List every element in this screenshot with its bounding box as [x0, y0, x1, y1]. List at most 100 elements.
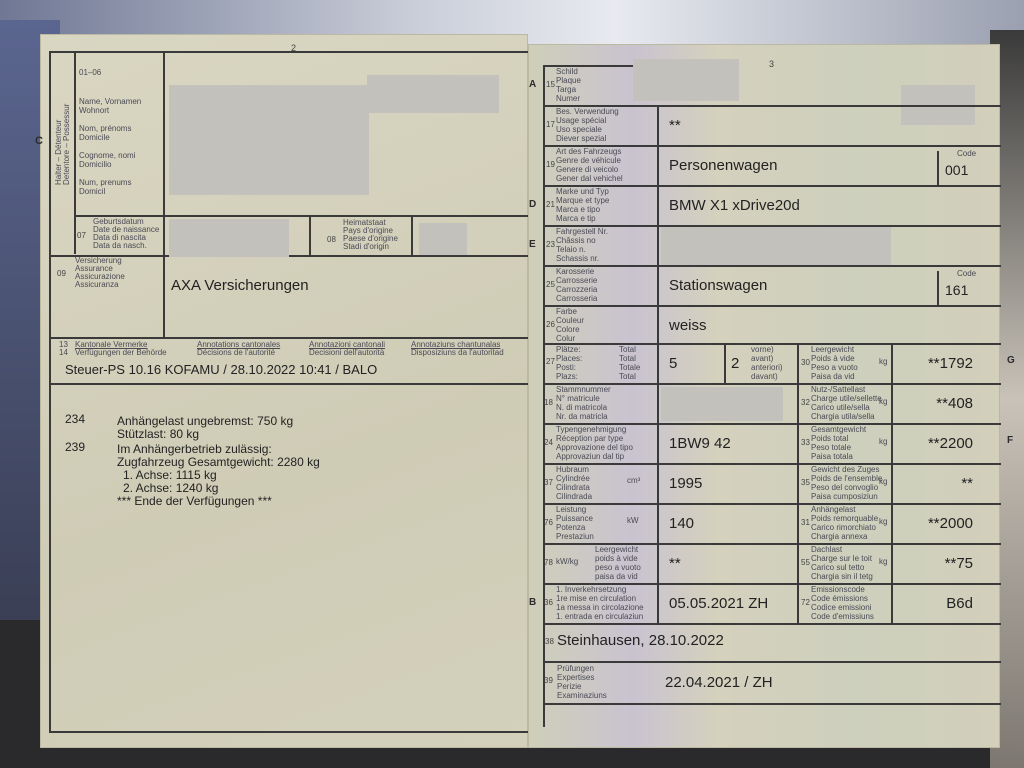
field-code: 18 — [544, 398, 553, 407]
field-code: 32 — [801, 398, 810, 407]
field-labels: Art des Fahrzeugs Genre de véhicule Genere… — [556, 147, 623, 183]
remark-234: Anhängelast ungebremst: 750 kg Stützlast:… — [117, 414, 294, 441]
section-letter: F — [1007, 435, 1014, 446]
redacted-name — [169, 85, 369, 195]
section-letter: E — [529, 239, 536, 250]
field-labels: Anhängelast Poids remorquable Carico rimor… — [811, 505, 879, 541]
field-code: 36 — [544, 598, 553, 607]
field-labels: Emissionscode Code émissions Codice emissi… — [811, 585, 874, 621]
unit-label: kg — [879, 477, 888, 486]
registration-page-right: 3 A 15 Schild Plaque Targa Numer 17 Bes. Verwen… — [528, 44, 1015, 748]
field-code: 25 — [546, 280, 555, 289]
field-value: Stationswagen — [669, 277, 768, 294]
field-code: 19 — [546, 160, 555, 169]
unit-label: kW — [627, 516, 639, 525]
field-labels: Bes. Verwendung Usage spécial Uso speciale… — [556, 107, 619, 143]
field-labels: Leistung Puissance Potenza Prestaziun — [556, 505, 594, 541]
remark-239: Im Anhängerbetrieb zulässig: Zugfahrzeug … — [117, 442, 320, 508]
field-code: 38 — [545, 637, 554, 646]
field-value: weiss — [669, 317, 707, 334]
field-value: BMW X1 xDrive20d — [669, 197, 800, 214]
field-code: 72 — [801, 598, 810, 607]
field-code: 17 — [546, 120, 555, 129]
section-letter: A — [529, 79, 537, 90]
field-labels: Karosserie Carrosserie Carrozzeria Carrosse… — [556, 267, 598, 303]
code-value: 001 — [945, 162, 969, 178]
field-code: 30 — [801, 358, 810, 367]
unit-label: cm³ — [627, 476, 641, 485]
field-08-labels: Heimatstaat Pays d'origine Paese d'origine… — [343, 218, 398, 251]
field-value: B6d — [946, 595, 973, 612]
remark-code: 239 — [65, 440, 86, 454]
steuer-line: Steuer-PS 10.16 KOFAMU / 28.10.2022 10:4… — [65, 362, 378, 377]
field-01-06-code: 01–06 — [79, 68, 102, 77]
field-labels: Farbe Couleur Colore Colur — [556, 307, 585, 343]
field-label: kW/kg — [556, 557, 579, 566]
field-09-code: 09 — [57, 269, 66, 278]
field-labels: Marke und Typ Marque et type Marca e tipo M… — [556, 187, 610, 223]
remark-code: 234 — [65, 412, 86, 426]
field-value: 05.05.2021 ZH — [669, 595, 769, 612]
seats-total: 5 — [669, 355, 678, 372]
insurance-value: AXA Versicherungen — [171, 277, 309, 294]
field-13-14-codes: 13 14 — [59, 340, 68, 357]
field-value: 140 — [669, 515, 695, 532]
field-labels: Gewicht des Zuges Poids de l'ensemble Peso… — [811, 465, 883, 501]
field-code: 15 — [546, 80, 555, 89]
field-labels: Plätze: Places: Posti: Plazs: — [556, 345, 583, 381]
holder-side-label: Halter – Détenteur Detentore – Possessur — [54, 103, 71, 185]
field-value: ** — [669, 117, 681, 134]
field-code: 76 — [544, 518, 553, 527]
place-date: Steinhausen, 28.10.2022 — [557, 632, 724, 649]
field-13-14-header-it: Annotazioni cantonali Decisioni dell'auto… — [309, 340, 386, 357]
code-label: Code — [957, 149, 977, 158]
field-08-code: 08 — [327, 235, 336, 244]
field-value: 1995 — [669, 475, 703, 492]
redacted-address — [367, 75, 499, 113]
field-09-labels: Versicherung Assurance Assicurazione Assicu… — [75, 256, 125, 289]
section-letter: B — [529, 597, 537, 608]
field-13-14-header-rm: Annotaziuns chantunalas Disposiziuns da l… — [411, 340, 504, 357]
section-letter: C — [35, 135, 43, 147]
field-code: 23 — [546, 240, 555, 249]
field-value: ** — [669, 555, 681, 572]
field-code: 37 — [544, 478, 553, 487]
redacted-matricule — [661, 387, 783, 421]
field-code: 21 — [546, 200, 555, 209]
field-labels: Nutz-/Sattellast Charge utile/sellette Car… — [811, 385, 882, 421]
field-13-14-header-de: Kantonale Vermerke Verfügungen der Behörd… — [75, 340, 167, 357]
field-value: **2000 — [927, 515, 973, 532]
redacted-chassis-number — [661, 227, 891, 265]
page-number: 2 — [291, 43, 297, 53]
section-letter: D — [529, 199, 537, 210]
field-value: **1792 — [927, 355, 973, 372]
field-labels: Leergewicht Poids à vide Peso a vuoto Paisa… — [811, 345, 858, 381]
code-label: Code — [957, 269, 977, 278]
field-code: 39 — [544, 676, 553, 685]
field-code: 26 — [546, 320, 555, 329]
field-labels: Total Total Totale Total — [619, 345, 641, 381]
field-labels: Leergewicht poids à vide peso a vuoto paisa… — [595, 545, 641, 581]
page-number: 3 — [769, 59, 775, 69]
unit-label: kg — [879, 557, 888, 566]
inspection-value: 22.04.2021 / ZH — [665, 674, 773, 691]
field-07-labels: Geburtsdatum Date de naissance Data di nas… — [93, 217, 160, 250]
field-labels: Fahrgestell Nr. Châssis no Telaio n. Schass… — [556, 227, 609, 263]
redacted-origin — [419, 223, 467, 255]
field-labels: Prüfungen Expertises Perizie Examinaziuns — [557, 664, 607, 700]
field-code: 27 — [546, 357, 555, 366]
field-value: **75 — [944, 555, 973, 572]
field-code: 78 — [544, 558, 553, 567]
field-value: 1BW9 42 — [669, 435, 731, 452]
field-code: 31 — [801, 518, 810, 527]
field-code: 55 — [801, 558, 810, 567]
field-labels: Gesamtgewicht Poids total Peso totale Paisa… — [811, 425, 867, 461]
unit-label: kg — [879, 437, 888, 446]
field-labels: Typengenehmigung Réception par type Approv… — [556, 425, 633, 461]
redacted-birthdate — [169, 219, 289, 257]
field-labels: Dachlast Charge sur le toit Carico sul tet… — [811, 545, 873, 581]
redacted-plate — [633, 59, 739, 101]
field-labels: vorne) avant) anteriori) davant) — [751, 345, 783, 381]
registration-page-left: 2 C Halter – Détenteur Detentore – Posses… — [35, 34, 529, 748]
unit-label: kg — [879, 397, 888, 406]
